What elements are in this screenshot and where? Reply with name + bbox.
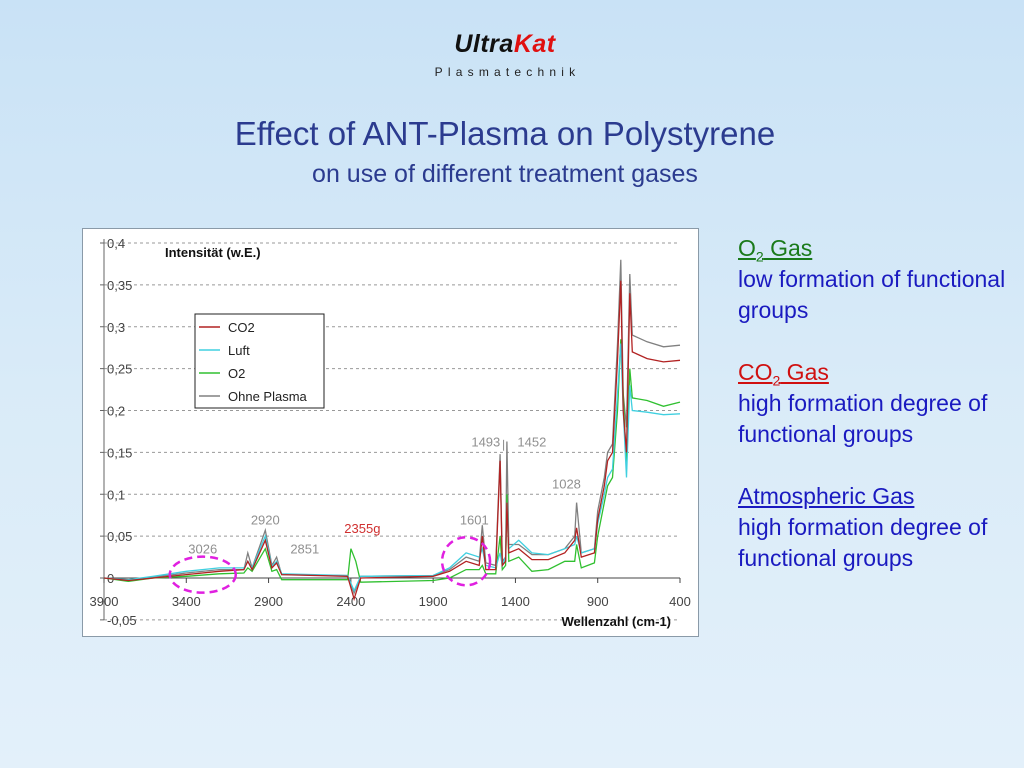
x-tick-label: 2400 xyxy=(336,594,365,609)
y-tick-label: 0,1 xyxy=(107,487,125,502)
x-tick-label: 1900 xyxy=(419,594,448,609)
gas-name: CO xyxy=(738,359,773,385)
y-tick-label: -0,05 xyxy=(107,613,137,628)
gas-heading: Atmospheric Gas xyxy=(738,483,915,509)
gas-suffix: Gas xyxy=(780,359,829,385)
highlight-ellipse-1601 xyxy=(440,536,492,587)
y-tick-label: 0,25 xyxy=(107,362,132,377)
series-line-co2 xyxy=(103,280,681,602)
peak-label: 2851 xyxy=(290,542,319,557)
legend-label: Luft xyxy=(228,343,250,358)
legend-label: O2 xyxy=(228,366,245,381)
gas-suffix: Gas xyxy=(763,235,813,261)
series-line-ohne-plasma xyxy=(103,259,681,595)
gas-subscript: 2 xyxy=(755,248,764,265)
peak-label: 1601 xyxy=(460,512,489,527)
gas-description: high formation degree of functional grou… xyxy=(738,514,988,571)
x-tick-label: 1400 xyxy=(501,594,530,609)
x-tick-label: 3900 xyxy=(90,594,119,609)
gas-description: low formation of functional groups xyxy=(738,266,1006,323)
gas-heading: CO2 Gas xyxy=(738,357,1018,388)
legend-label: CO2 xyxy=(228,320,255,335)
x-axis-title: Wellenzahl (cm-1) xyxy=(561,614,671,629)
peak-label: 2920 xyxy=(251,512,280,527)
legend xyxy=(194,313,325,409)
logo-part-ultra: Ultra xyxy=(454,30,514,58)
gas-block-o2: O2 Gas low formation of functional group… xyxy=(738,233,1018,326)
y-axis-title: Intensität (w.E.) xyxy=(165,245,261,260)
series-line-luft xyxy=(103,343,681,593)
gas-block-atmospheric: Atmospheric Gas high formation degree of… xyxy=(738,481,1018,574)
x-tick-label: 3400 xyxy=(172,594,201,609)
gas-description: high formation degree of functional grou… xyxy=(738,390,988,447)
x-tick-label: 2900 xyxy=(254,594,283,609)
chart-canvas: -0,0500,050,10,150,20,250,30,350,4390034… xyxy=(90,236,691,629)
y-tick-label: 0,15 xyxy=(107,445,132,460)
y-tick-label: 0,3 xyxy=(107,320,125,335)
gas-subscript: 2 xyxy=(772,372,781,389)
gas-heading: O2 Gas xyxy=(738,233,1018,264)
legend-label: Ohne Plasma xyxy=(228,389,308,404)
peak-label: 1493 xyxy=(471,435,500,450)
logo-part-kat: Kat xyxy=(513,30,556,58)
gas-descriptions: O2 Gas low formation of functional group… xyxy=(738,233,1018,605)
x-tick-label: 900 xyxy=(587,594,609,609)
gas-name: O xyxy=(738,235,756,261)
peak-label: 1028 xyxy=(552,476,581,491)
y-tick-label: 0,05 xyxy=(107,529,132,544)
logo: UltraKat Plasmatechnik xyxy=(0,30,1010,79)
logo-tagline: Plasmatechnik xyxy=(434,65,581,79)
slide-title: Effect of ANT-Plasma on Polystyrene xyxy=(234,115,776,152)
highlight-ellipse-3026 xyxy=(168,555,237,594)
peak-label: 1452 xyxy=(517,435,546,450)
x-tick-label: 400 xyxy=(669,594,691,609)
ir-spectrum-chart: -0,0500,050,10,150,20,250,30,350,4390034… xyxy=(82,228,699,637)
gas-block-co2: CO2 Gas high formation degree of functio… xyxy=(738,357,1018,450)
peak-label: 3026 xyxy=(188,542,217,557)
y-tick-label: 0,4 xyxy=(107,236,125,251)
y-tick-label: 0,2 xyxy=(107,404,125,419)
peak-label: 2355g xyxy=(344,521,380,536)
slide-subtitle: on use of different treatment gases xyxy=(312,160,698,188)
series-line-o2 xyxy=(103,339,681,583)
y-tick-label: 0,35 xyxy=(107,278,132,293)
